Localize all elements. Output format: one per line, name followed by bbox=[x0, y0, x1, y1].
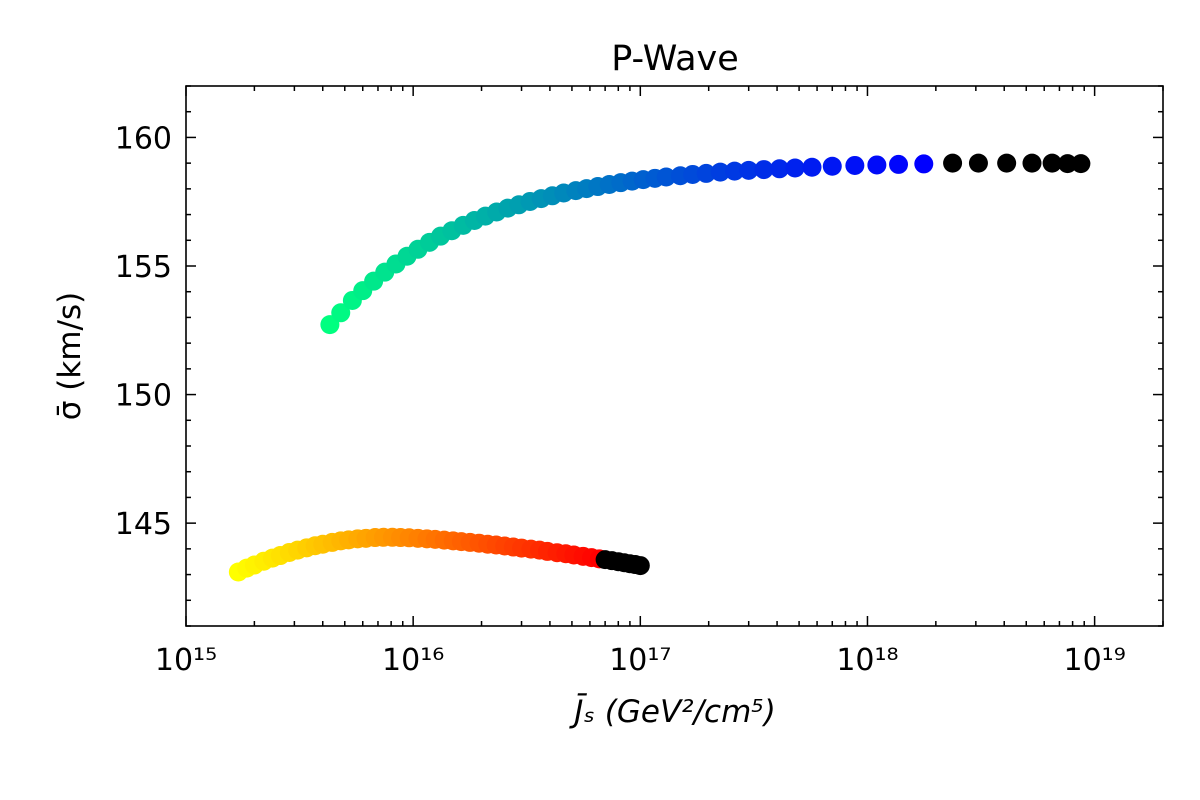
series-0-point bbox=[802, 157, 822, 177]
series-0-tail-point bbox=[1058, 154, 1078, 174]
y-axis-label: σ̄ (km/s) bbox=[52, 292, 88, 420]
x-axis-label: J̄ₛ (GeV²/cm⁵) bbox=[568, 693, 776, 730]
plot-frame bbox=[185, 85, 1164, 627]
series-0-point bbox=[914, 154, 934, 174]
series-0-point bbox=[739, 160, 759, 180]
series-0-point bbox=[770, 159, 790, 179]
series-0-tail-point bbox=[968, 153, 988, 173]
series-0-point bbox=[683, 164, 703, 184]
x-tick-label: 10¹⁸ bbox=[836, 643, 898, 678]
y-tick-label: 155 bbox=[115, 250, 172, 285]
plot-marks bbox=[228, 153, 1091, 582]
series-0-point bbox=[710, 162, 730, 182]
series-0-point bbox=[696, 163, 716, 183]
series-0-point bbox=[754, 160, 774, 180]
series-0-point bbox=[785, 158, 805, 178]
chart-title: P-Wave bbox=[611, 39, 739, 79]
x-tick-label: 10¹⁹ bbox=[1064, 643, 1126, 678]
x-tick-label: 10¹⁵ bbox=[155, 643, 217, 678]
series-0-point bbox=[656, 167, 676, 187]
y-tick-label: 150 bbox=[115, 379, 172, 414]
x-tick-label: 10¹⁶ bbox=[382, 643, 444, 678]
series-0-point bbox=[725, 161, 745, 181]
series-1-tail-point bbox=[630, 556, 650, 576]
series-0-tail-point bbox=[943, 153, 963, 173]
series-0-point bbox=[822, 156, 842, 176]
series-0-point bbox=[867, 155, 887, 175]
series-0-tail-point bbox=[1042, 153, 1062, 173]
y-tick-label: 160 bbox=[115, 121, 172, 156]
y-tick-label: 145 bbox=[115, 507, 172, 542]
series-0-tail-point bbox=[1022, 153, 1042, 173]
series-0-point bbox=[845, 155, 865, 175]
x-tick-label: 10¹⁷ bbox=[609, 643, 671, 678]
series-0-tail-point bbox=[1071, 154, 1091, 174]
series-0-tail-point bbox=[997, 153, 1017, 173]
tick-labels: 10¹⁵ 10¹⁶ 10¹⁷ 10¹⁸ 10¹⁹ 145 150 155 160 bbox=[115, 121, 1126, 678]
series-0-point bbox=[889, 154, 909, 174]
series-0-point bbox=[331, 303, 351, 323]
